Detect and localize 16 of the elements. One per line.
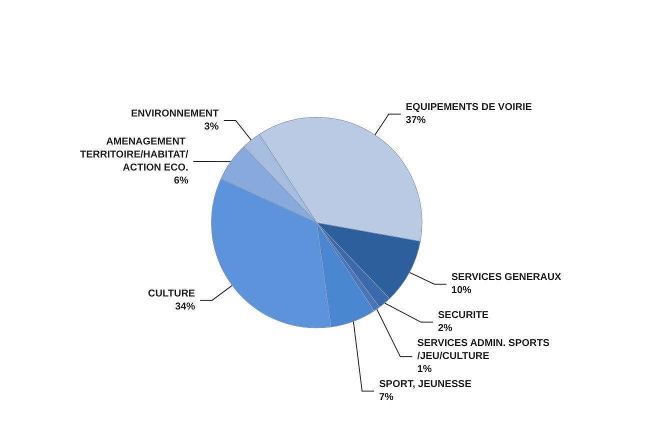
- slice-label: CULTURE: [148, 288, 196, 300]
- slice-label: SPORT, JEUNESSE: [379, 379, 472, 390]
- slice-label: ENVIRONNEMENT: [130, 108, 219, 120]
- data-label: 3%: [204, 122, 219, 133]
- data-label: 7%: [379, 392, 394, 404]
- slice-label: SECURITE: [438, 310, 489, 322]
- data-label: 34%: [175, 301, 196, 312]
- slice-label: SERVICES GENERAUX: [451, 272, 562, 284]
- data-label: 2%: [438, 323, 453, 334]
- data-label: 6%: [174, 176, 188, 187]
- data-label: 37%: [406, 115, 426, 126]
- slice-label: EQUIPEMENTS DE VOIRIE: [406, 102, 532, 114]
- slice-label: AMENAGEMENT TERRITOIRE/HABITAT/ACTION ECO.: [80, 136, 189, 174]
- data-label: 10%: [451, 285, 472, 296]
- data-label: 1%: [417, 364, 432, 376]
- slice-label: SERVICES ADMIN. SPORTS/JEU/CULTURE: [417, 338, 550, 362]
